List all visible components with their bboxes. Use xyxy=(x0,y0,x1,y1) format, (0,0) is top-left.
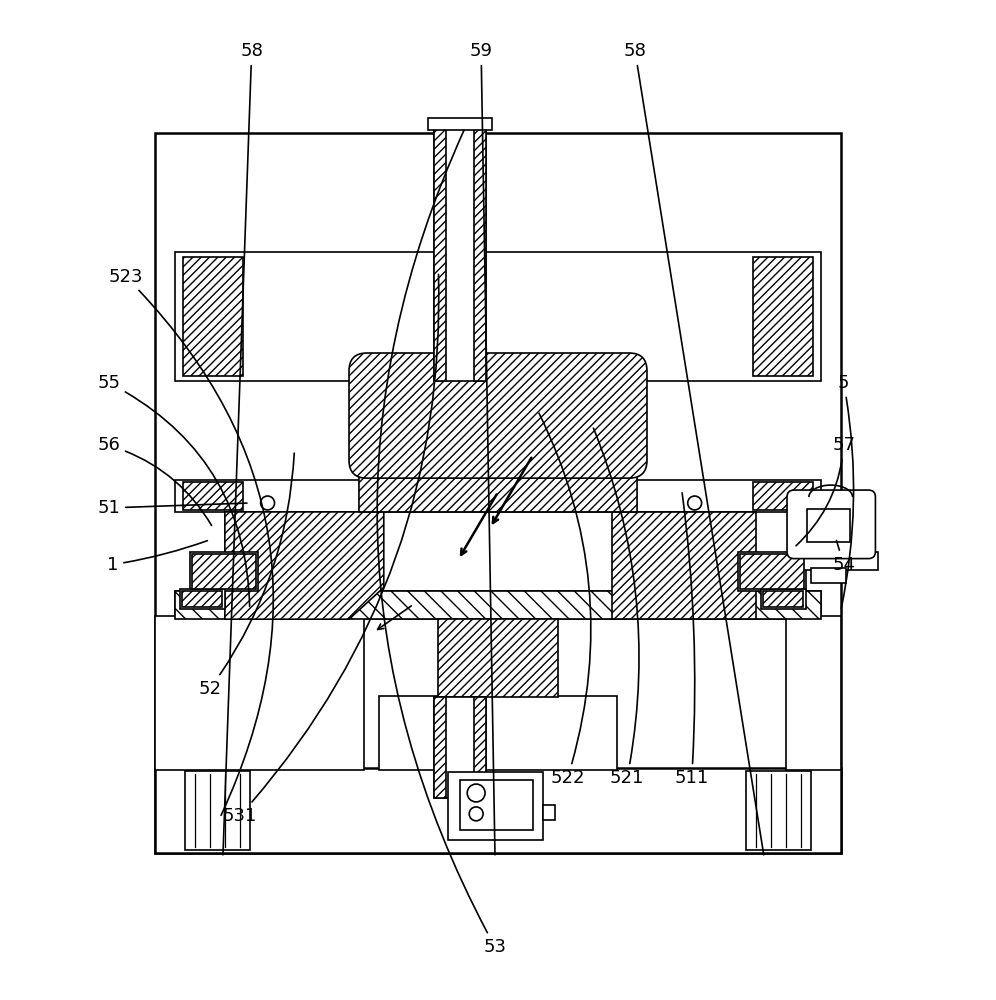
Polygon shape xyxy=(438,619,558,697)
Bar xyxy=(434,697,486,798)
Text: 1: 1 xyxy=(107,541,207,574)
Bar xyxy=(182,591,222,607)
Bar xyxy=(738,552,806,591)
Bar xyxy=(378,696,618,770)
Bar xyxy=(786,616,841,770)
Text: 57: 57 xyxy=(796,436,856,546)
Bar xyxy=(789,552,878,570)
Text: 56: 56 xyxy=(98,436,211,525)
Text: 52: 52 xyxy=(198,453,294,698)
Bar xyxy=(753,257,813,376)
Text: 521: 521 xyxy=(594,428,644,787)
Bar xyxy=(175,591,821,619)
Bar xyxy=(155,768,841,853)
Bar xyxy=(811,568,846,583)
Text: 54: 54 xyxy=(832,540,856,574)
Bar xyxy=(434,128,486,381)
FancyBboxPatch shape xyxy=(349,353,647,478)
Bar xyxy=(175,591,821,619)
Bar xyxy=(183,482,243,510)
Bar xyxy=(740,554,804,589)
Text: 55: 55 xyxy=(98,374,250,606)
Text: 511: 511 xyxy=(674,493,709,787)
Text: 531: 531 xyxy=(222,274,439,825)
Bar xyxy=(746,771,811,850)
Bar xyxy=(448,772,543,840)
Text: 59: 59 xyxy=(470,42,495,855)
Text: 51: 51 xyxy=(98,499,247,517)
Text: 5: 5 xyxy=(838,374,854,609)
Bar xyxy=(474,697,486,798)
Bar xyxy=(761,589,806,609)
Text: 58: 58 xyxy=(623,42,764,855)
Bar xyxy=(175,252,821,381)
Bar xyxy=(192,554,256,589)
Bar xyxy=(155,133,841,853)
Bar xyxy=(460,780,533,830)
Bar xyxy=(474,128,486,381)
Text: 522: 522 xyxy=(539,413,591,787)
Text: 523: 523 xyxy=(109,268,273,815)
Bar xyxy=(185,771,250,850)
Bar xyxy=(428,118,492,130)
Bar xyxy=(434,697,446,798)
Text: 53: 53 xyxy=(377,130,507,956)
Bar xyxy=(180,589,225,609)
Polygon shape xyxy=(225,512,383,619)
Bar xyxy=(434,128,446,381)
Bar xyxy=(190,552,258,591)
Bar xyxy=(175,480,821,512)
Bar xyxy=(763,591,803,607)
Text: 58: 58 xyxy=(223,42,263,855)
Polygon shape xyxy=(613,512,756,619)
Bar xyxy=(183,257,243,376)
Polygon shape xyxy=(359,381,637,512)
FancyBboxPatch shape xyxy=(787,490,875,559)
Bar xyxy=(155,616,364,770)
Bar xyxy=(753,482,813,510)
Bar xyxy=(807,509,850,542)
Bar xyxy=(543,805,555,820)
